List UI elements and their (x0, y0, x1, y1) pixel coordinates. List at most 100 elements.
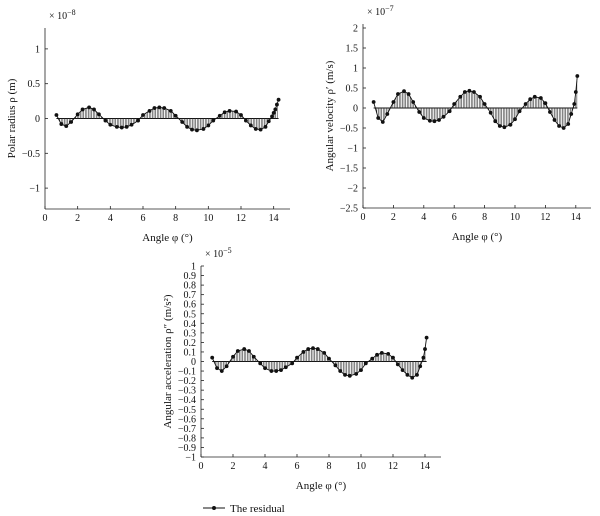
residual-point (452, 102, 457, 106)
residual-point (222, 110, 227, 115)
x-tick-label: 12 (236, 213, 246, 224)
residual-point (379, 351, 384, 355)
y-tick-label: −1 (347, 144, 358, 155)
residual-point (343, 372, 347, 377)
residual-point (301, 350, 306, 354)
residual-point (517, 109, 522, 114)
y-tick-label: −0.5 (340, 124, 358, 135)
y-tick-label: −0.9 (178, 443, 196, 454)
y-tick-label: 1 (191, 262, 196, 273)
polar-radius-panel: 0 2 4 6 8 10 12 14 −1 −0.5 0 0.5 1 × 10−8 Angle φ (°) P… (6, 8, 290, 244)
residual-point (219, 369, 224, 373)
y-tick-label: 0.5 (346, 84, 359, 95)
residual-point (266, 119, 271, 124)
residual-point (97, 112, 101, 117)
residual-point (227, 108, 232, 113)
y-tick-label: −2 (347, 184, 358, 195)
residual-point (472, 90, 476, 94)
y-tick-label: −0.5 (22, 149, 40, 160)
residual-point (129, 122, 134, 127)
residual-point (508, 122, 513, 127)
residual-point (258, 361, 263, 366)
residual-point (437, 118, 441, 122)
residual-point (251, 354, 256, 359)
residual-point (532, 94, 537, 99)
residual-point (482, 102, 487, 106)
residual-point (575, 74, 580, 78)
residual-point (363, 361, 368, 366)
angular-velocity-panel: 0 2 4 6 8 10 12 14 −2.5 −2 −1.5 −1 −0.5 0 0.5 1 1.5 2 × 10… (324, 4, 591, 243)
residual-point (573, 90, 578, 94)
residual-point (258, 127, 263, 132)
residual-point (157, 105, 162, 110)
y-tick-label: 0.6 (184, 300, 197, 311)
y-tick-label: −0.5 (178, 405, 196, 416)
residual-point (253, 127, 258, 131)
residual-point (528, 97, 533, 102)
y-tick-label: 1.5 (346, 44, 359, 55)
x-tick-label: 0 (43, 213, 48, 224)
residual-point (290, 361, 295, 366)
residual-point (210, 355, 215, 360)
residual-point (190, 127, 194, 132)
residual-point (400, 368, 405, 372)
residual-point (234, 109, 239, 114)
residual-point (462, 90, 467, 94)
residual-point (371, 100, 376, 104)
residual-point (538, 96, 543, 100)
y-tick-label: 0 (35, 114, 40, 125)
x-tick-label: 12 (388, 461, 398, 472)
residual-point (427, 118, 432, 123)
residual-point (215, 366, 219, 371)
y-tick-label: 0 (191, 357, 196, 368)
x-tick-label: 2 (391, 212, 396, 223)
residual-point (411, 100, 416, 104)
residual-point (185, 124, 190, 129)
x-tick-label: 4 (421, 212, 426, 223)
y-tick-label: −0.7 (178, 424, 196, 435)
residual-point (217, 113, 222, 118)
residual-point (141, 113, 145, 117)
residual-point (396, 92, 400, 96)
residual-point (315, 347, 320, 351)
y-axis-label: Angular velocity ρ′ (m/s) (324, 60, 336, 171)
y-tick-label: 1 (35, 44, 40, 55)
residual-point (64, 124, 69, 129)
residual-point (421, 355, 426, 360)
y-tick-label: −0.4 (178, 395, 196, 406)
residual-point (543, 101, 548, 106)
y-tick-label: −0.1 (178, 367, 196, 378)
x-tick-label: 0 (199, 461, 204, 472)
residual-point (376, 116, 381, 120)
residual-point (406, 92, 411, 96)
residual-point (497, 124, 502, 128)
axis-multiplier-exponent: −7 (385, 4, 394, 13)
residual-point (513, 117, 517, 122)
residual-point (441, 114, 446, 119)
residual-point (211, 118, 216, 123)
residual-point (173, 113, 178, 118)
x-tick-label: 12 (540, 212, 550, 223)
residual-point (69, 120, 74, 124)
x-tick-label: 10 (356, 461, 366, 472)
y-tick-label: 0.5 (28, 79, 41, 90)
residual-point (75, 112, 80, 117)
residual-point (279, 368, 283, 372)
residual-point (566, 122, 571, 126)
residual-point (276, 97, 281, 102)
residual-point (162, 106, 167, 110)
x-axis-label: Angle φ (°) (452, 231, 503, 243)
y-tick-label: −0.8 (178, 433, 196, 444)
y-tick-label: 0.2 (184, 338, 197, 349)
residual-point (124, 124, 129, 129)
x-tick-label: 0 (361, 212, 366, 223)
residual-point (180, 120, 185, 124)
residual-point (447, 109, 452, 114)
y-tick-label: 1 (353, 64, 358, 75)
residual-point (295, 355, 299, 360)
residual-point (283, 365, 288, 370)
x-tick-label: 10 (510, 212, 520, 223)
residual-point (338, 369, 343, 373)
residual-point (242, 347, 247, 351)
